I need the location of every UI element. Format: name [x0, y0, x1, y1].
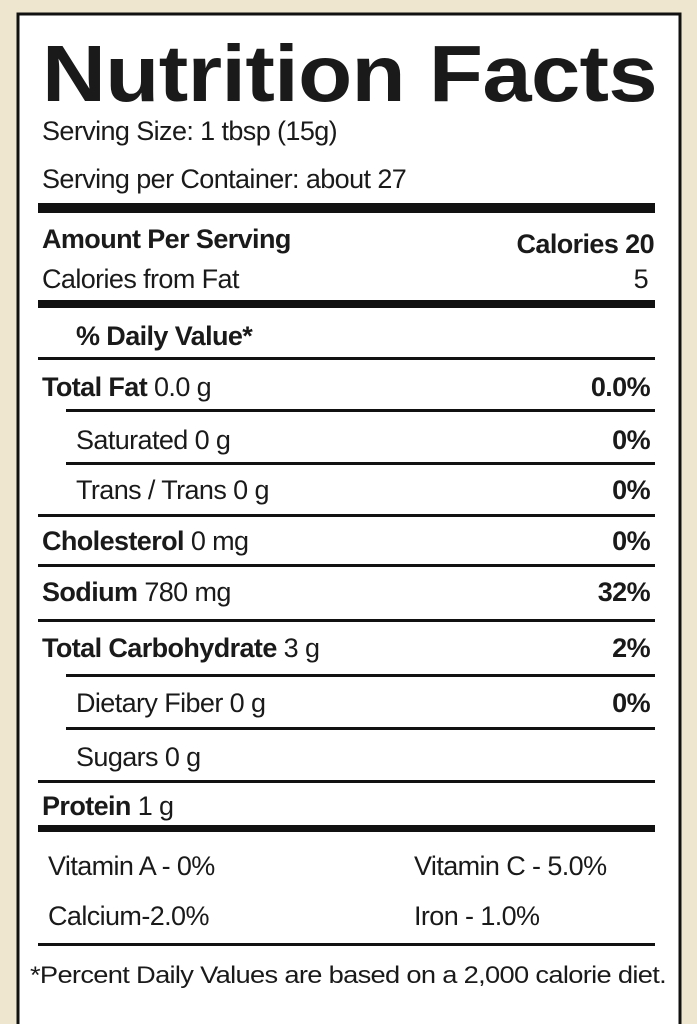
vitamin: Vitamin A - 0% [48, 851, 215, 881]
nutrient-row: Saturated 0 g [76, 425, 230, 455]
nutrient-row: Protein 1 g [42, 791, 173, 821]
nutrient-name: Sodium [42, 577, 137, 607]
daily-value: 32% [598, 577, 651, 607]
servings-per-container: Serving per Container: about 27 [42, 164, 406, 194]
daily-value: 0% [612, 475, 650, 505]
rule [38, 564, 655, 567]
label-panel [16, 12, 682, 1024]
thick-rule [38, 203, 655, 213]
calories-from-fat-value: 5 [634, 264, 648, 294]
nutrient-name: Protein [42, 791, 131, 821]
nutrient-amount: 0 g [230, 688, 266, 718]
calories: Calories 20 [517, 229, 654, 259]
nutrient-name: Saturated [76, 425, 188, 455]
vitamin: Vitamin C - 5.0% [414, 851, 607, 881]
nutrient-amount: 780 mg [144, 577, 230, 607]
thick-rule [38, 300, 655, 308]
amount-per-serving: Amount Per Serving [42, 224, 291, 254]
nutrient-name: Sugars [76, 742, 158, 772]
rule [38, 619, 655, 622]
rule [66, 727, 655, 730]
nutrient-amount: 0 g [233, 475, 269, 505]
rule [66, 409, 655, 412]
nutrient-row: Dietary Fiber 0 g [76, 688, 265, 718]
rule [38, 943, 655, 946]
nutrient-row: Total Carbohydrate 3 g [42, 633, 319, 663]
daily-value: 0% [612, 425, 650, 455]
nutrient-amount: 3 g [284, 633, 320, 663]
nutrient-name: Cholesterol [42, 526, 184, 556]
daily-value-header: % Daily Value* [76, 321, 253, 351]
calories-from-fat-label: Calories from Fat [42, 264, 240, 294]
daily-value: 0% [612, 526, 650, 556]
nutrient-amount: 0 g [165, 742, 201, 772]
nutrient-amount: 0 g [195, 425, 231, 455]
title: Nutrition Facts [42, 29, 657, 118]
vitamin: Calcium-2.0% [48, 901, 209, 931]
rule [66, 462, 655, 465]
nutrient-amount: 1 g [138, 791, 174, 821]
nutrient-row: Sugars 0 g [76, 742, 201, 772]
nutrient-name: Dietary Fiber [76, 688, 223, 718]
daily-value: 0% [612, 688, 650, 718]
nutrient-amount: 0.0 g [154, 372, 211, 402]
rule [38, 780, 655, 783]
rule [38, 357, 655, 360]
nutrient-row: Trans / Trans 0 g [76, 475, 269, 505]
nutrient-row: Cholesterol 0 mg [42, 526, 248, 556]
rule [38, 514, 655, 517]
nutrient-row: Sodium 780 mg [42, 577, 231, 607]
nutrient-row: Total Fat 0.0 g [42, 372, 211, 402]
daily-value: 2% [612, 633, 650, 663]
footnote: *Percent Daily Values are based on a 2,0… [30, 962, 666, 989]
daily-value: 0.0% [591, 372, 651, 402]
vitamin: Iron - 1.0% [414, 901, 540, 931]
serving-size: Serving Size: 1 tbsp (15g) [42, 116, 337, 146]
thick-rule [38, 825, 655, 832]
nutrient-name: Trans / Trans [76, 475, 226, 505]
nutrient-name: Total Carbohydrate [42, 633, 277, 663]
nutrient-name: Total Fat [42, 372, 148, 402]
rule [66, 674, 655, 677]
nutrient-amount: 0 mg [191, 526, 249, 556]
